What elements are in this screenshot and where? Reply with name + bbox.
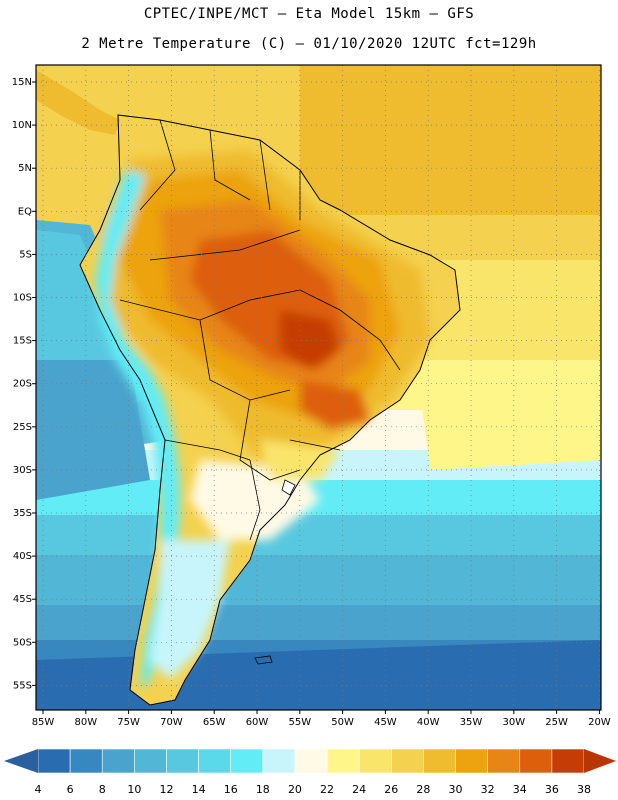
colorbar-label-28: 28 [416, 783, 430, 796]
lon-label-65w: 65W [203, 717, 226, 728]
lon-label-60w: 60W [246, 717, 269, 728]
lon-label-75w: 75W [117, 717, 140, 728]
lat-lon-grid [36, 65, 601, 710]
colorbar-swatch [551, 748, 585, 774]
colorbar-label-26: 26 [384, 783, 398, 796]
colorbar-label-12: 12 [159, 783, 173, 796]
lon-label-45w: 45W [374, 717, 397, 728]
lat-label-55s: 55S [13, 680, 32, 691]
lat-label-20s: 20S [13, 379, 32, 390]
colorbar-label-38: 38 [577, 783, 591, 796]
patagonia-cool [150, 540, 230, 680]
lon-label-50w: 50W [331, 717, 354, 728]
colorbar-left-arrow [4, 749, 38, 773]
andes-cold-strip [95, 170, 180, 690]
hot-spot-36 [280, 310, 340, 370]
colorbar-label-24: 24 [352, 783, 366, 796]
sea-band-14 [36, 515, 601, 560]
longitude-labels: 85W 80W 75W 70W 65W 60W 55W 50W 45W 40W 35W 30W 25W 2… [32, 710, 611, 728]
colorbar-swatch [37, 748, 71, 774]
colorbar-label-4: 4 [35, 783, 42, 796]
lat-label-15s: 15S [13, 336, 32, 347]
colorbar-label-36: 36 [545, 783, 559, 796]
map-title-line-2: 2 Metre Temperature (C) – 01/10/2020 12U… [81, 36, 537, 52]
lon-label-80w: 80W [74, 717, 97, 728]
colorbar-label-18: 18 [256, 783, 270, 796]
falkland-islands [254, 655, 273, 665]
coastline [79, 114, 461, 706]
colorbar-swatch [455, 748, 488, 774]
lagoa-dos-patos [281, 479, 296, 496]
colorbar-swatch [487, 748, 521, 774]
colorbar-swatch [519, 748, 553, 774]
lat-label-25s: 25S [13, 422, 32, 433]
colorbar-right-arrow [584, 749, 616, 773]
lat-label-5n: 5N [18, 163, 32, 174]
colorbar-swatch [262, 748, 296, 774]
colorbar-label-14: 14 [192, 783, 206, 796]
map-title-line-1: CPTEC/INPE/MCT – Eta Model 15km – GFS [143, 6, 475, 22]
lat-label-30s: 30S [13, 465, 32, 476]
lon-label-40w: 40W [417, 717, 440, 728]
colorbar-swatch [358, 748, 392, 774]
lat-label-10n: 10N [12, 120, 32, 131]
lon-label-30w: 30W [502, 717, 525, 728]
colorbar-label-32: 32 [481, 783, 495, 796]
country-borders [119, 119, 401, 541]
atlantic-cool-east [420, 360, 601, 470]
latitude-labels: 15N 10N 5N EQ 5S 10S 15S 20S 25S 30S 35S 40S 45S 50S 5… [12, 77, 36, 691]
colorbar-swatch [134, 748, 167, 774]
lat-label-eq: EQ [18, 206, 32, 217]
map-frame [35, 64, 602, 711]
lon-label-25w: 25W [545, 717, 568, 728]
lat-label-50s: 50S [13, 637, 32, 648]
colorbar-swatch [390, 748, 424, 774]
pacific-deep-cold [36, 360, 150, 500]
colorbar-label-10: 10 [127, 783, 141, 796]
colorbar-swatch [423, 748, 456, 774]
temperature-map: 15N 10N 5N EQ 5S 10S 15S 20S 25S 30S 35S 40S 45S 50S 5… [12, 64, 611, 728]
colorbar-swatch [198, 748, 232, 774]
colorbar-label-6: 6 [67, 783, 74, 796]
temperature-colorbar: 4 6 8 10 12 14 16 18 20 22 24 26 28 30 32 34 36 38 [4, 748, 616, 796]
lat-label-35s: 35S [13, 508, 32, 519]
sea-band-12 [36, 555, 601, 610]
lon-label-85w: 85W [32, 717, 55, 728]
colorbar-label-20: 20 [288, 783, 302, 796]
sea-band-10 [36, 605, 601, 645]
lon-label-70w: 70W [160, 717, 183, 728]
colorbar-label-8: 8 [99, 783, 106, 796]
colorbar-label-22: 22 [320, 783, 334, 796]
lon-label-55w: 55W [288, 717, 311, 728]
colorbar-swatch [166, 748, 199, 774]
lat-label-10s: 10S [13, 293, 32, 304]
colorbar-swatch [101, 748, 135, 774]
lat-label-15n: 15N [12, 77, 32, 88]
lat-label-45s: 45S [13, 594, 32, 605]
colorbar-swatch [326, 748, 360, 774]
hot-spot-sw-brazil [300, 380, 370, 430]
colorbar-swatch [69, 748, 103, 774]
central-america-land [36, 70, 120, 135]
lon-label-20w: 20W [588, 717, 611, 728]
colorbar-swatch [294, 748, 328, 774]
lat-label-5s: 5S [19, 249, 32, 260]
lon-label-35w: 35W [460, 717, 483, 728]
colorbar-swatch [230, 748, 264, 774]
sea-band-north-coast [300, 65, 601, 215]
colorbar-label-34: 34 [513, 783, 527, 796]
lat-label-40s: 40S [13, 551, 32, 562]
colorbar-label-30: 30 [449, 783, 463, 796]
colorbar-label-16: 16 [224, 783, 238, 796]
